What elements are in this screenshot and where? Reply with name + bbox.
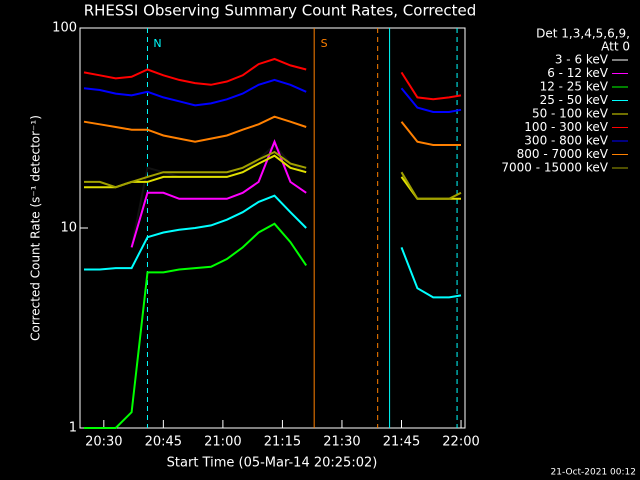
x-tick-label: 20:45 <box>145 435 182 450</box>
x-tick-label: 20:30 <box>85 435 122 450</box>
x-tick-label: 22:00 <box>442 435 479 450</box>
x-tick-label: 21:00 <box>204 435 241 450</box>
legend-label: 12 - 25 keV <box>540 80 609 94</box>
y-tick-label: 10 <box>60 221 77 236</box>
series-line <box>83 57 462 101</box>
legend-label: 800 - 7000 keV <box>517 147 609 161</box>
legend-label: 6 - 12 keV <box>547 66 609 80</box>
x-tick-label: 21:15 <box>264 435 301 450</box>
series-line <box>83 115 461 146</box>
x-tick-label: 21:30 <box>323 435 360 450</box>
legend-label: 3 - 6 keV <box>555 53 609 67</box>
x-tick-label: 21:45 <box>383 435 420 450</box>
legend-label: 25 - 50 keV <box>540 93 609 107</box>
legend-label: 300 - 800 keV <box>524 134 608 148</box>
x-axis-label: Start Time (05-Mar-14 20:25:02) <box>167 456 378 471</box>
y-tick-label: 100 <box>52 21 77 36</box>
legend-label: 50 - 100 keV <box>532 107 609 121</box>
series-line <box>84 194 462 299</box>
y-tick-label: 1 <box>69 421 77 436</box>
series-line <box>83 78 462 113</box>
legend-label: 7000 - 15000 keV <box>501 161 608 175</box>
detectors: Det 1,3,4,5,6,9, <box>536 27 630 41</box>
series-line <box>84 224 402 428</box>
y-axis-label: Corrected Count Rate (s⁻¹ detector⁻¹) <box>29 115 43 341</box>
legend-label: 100 - 300 keV <box>524 120 608 134</box>
chart-title: RHESSI Observing Summary Count Rates, Co… <box>84 2 477 20</box>
event-label: N <box>153 37 161 50</box>
event-label: S <box>321 37 328 50</box>
attenuator: Att 0 <box>601 40 630 54</box>
footer: 21-Oct-2021 00:12 <box>551 468 636 478</box>
series-line <box>84 150 462 200</box>
